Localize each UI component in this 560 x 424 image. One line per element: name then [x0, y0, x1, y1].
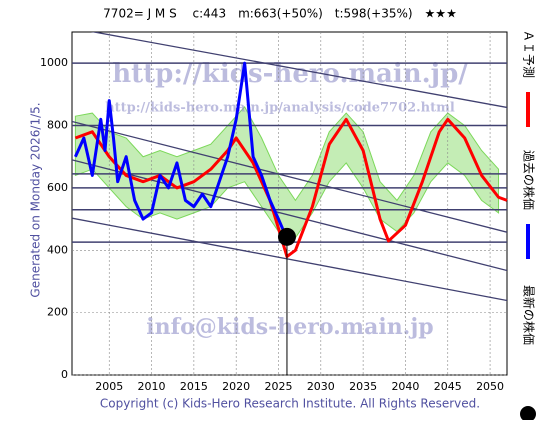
x-tick-label: 2020	[222, 380, 250, 393]
x-tick-label: 2050	[476, 380, 504, 393]
trend-line	[72, 217, 507, 302]
x-tick-label: 2040	[391, 380, 419, 393]
watermark: http://kids-hero.main.jp/analysis/code77…	[105, 101, 455, 116]
series-line	[74, 117, 508, 259]
x-tick-label: 2030	[307, 380, 335, 393]
y-tick-label: 200	[47, 306, 68, 319]
footer: Copyright (c) Kids-Hero Research Institu…	[100, 397, 480, 411]
watermark: http://kids-hero.main.jp/	[112, 59, 468, 89]
forecast-band	[74, 105, 500, 239]
legend-label: 最新の株価	[522, 285, 537, 345]
latest-point	[277, 227, 296, 246]
x-tick-label: 2035	[349, 380, 377, 393]
y-tick-label: 800	[47, 119, 68, 132]
watermark: info@kids-hero.main.jp	[146, 314, 433, 340]
legend-label: 過去の株価	[522, 150, 537, 210]
x-tick-label: 2025	[264, 380, 292, 393]
y-tick-label: 0	[61, 368, 68, 381]
series-line	[74, 61, 288, 238]
chart-title: 7702= J M S c:443 m:663(+50%) t:598(+35%…	[103, 7, 457, 21]
y-tick-label: 600	[47, 181, 68, 194]
trend-line	[72, 120, 507, 233]
y-tick-label: 400	[47, 243, 68, 256]
x-tick-label: 2045	[434, 380, 462, 393]
legend-label: ＡＩ予測	[522, 30, 536, 78]
trend-line	[90, 32, 507, 109]
legend-swatch	[520, 406, 536, 422]
y-tick-label: 1000	[40, 56, 68, 69]
subtitle: Generated on Monday 2026/1/5.	[29, 102, 43, 297]
x-tick-label: 2015	[180, 380, 208, 393]
x-tick-label: 2010	[138, 380, 166, 393]
x-tick-label: 2005	[95, 380, 123, 393]
trend-line	[72, 159, 507, 272]
